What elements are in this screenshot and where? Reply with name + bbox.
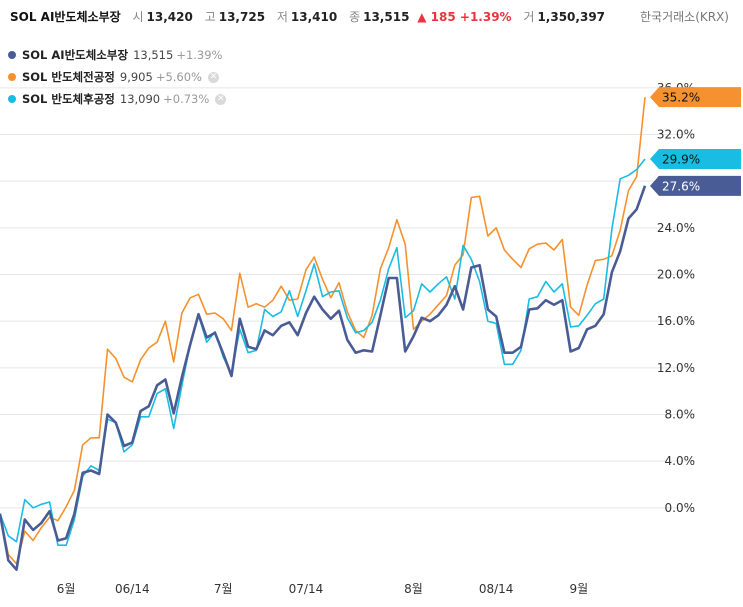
legend-value: 9,905 [119,70,153,84]
change-value: ▲ 185 +1.39% [417,10,512,24]
legend-change: +1.39% [176,48,223,62]
stock-name: SOL AI반도체소부장 [10,10,121,24]
volume-label: 거 [523,10,535,24]
y-tick-label: 8.0% [665,408,696,422]
legend-value: 13,090 [119,92,161,106]
y-tick-label: 16.0% [657,314,695,328]
legend: SOL AI반도체소부장 13,515 +1.39% SOL 반도체전공정 9,… [8,44,227,110]
legend-item-0[interactable]: SOL AI반도체소부장 13,515 +1.39% [8,44,226,66]
x-tick-label: 6월 [57,582,76,596]
y-tick-label: 0.0% [665,501,696,515]
y-tick-label: 20.0% [657,268,695,282]
legend-dot [8,51,16,59]
x-tick-label: 7월 [214,582,233,596]
open-label: 시 [132,10,144,24]
x-tick-label: 08/14 [479,582,514,596]
close-value: 13,515 [363,10,410,24]
series-line [0,185,647,572]
x-tick-label: 06/14 [115,582,150,596]
y-tick-label: 12.0% [657,361,695,375]
high-value: 13,725 [218,10,266,24]
x-tick-label: 9월 [570,582,589,596]
header-bar: SOL AI반도체소부장 시 13,420 고 13,725 저 13,410 종 13… [10,8,735,28]
end-value-flag [650,87,741,108]
close-label: 종 [349,10,361,24]
legend-change: +0.73% [163,92,210,106]
legend-name: SOL 반도체전공정 [22,70,115,84]
y-tick-label: 32.0% [657,128,695,142]
end-value-label: 35.2% [662,91,700,105]
high-label: 고 [204,10,216,24]
y-tick-label: 4.0% [665,454,696,468]
data-source: 한국거래소(KRX) [640,10,729,24]
legend-change: +5.60% [155,70,202,84]
end-value-flag [650,149,741,169]
legend-dot [8,95,16,103]
low-value: 13,410 [290,10,338,24]
legend-dot [8,73,16,81]
low-label: 저 [276,10,288,24]
legend-name: SOL AI반도체소부장 [22,48,129,62]
legend-name: SOL 반도체후공정 [22,92,115,106]
remove-series-icon[interactable]: ✕ [207,71,219,83]
open-value: 13,420 [146,10,193,24]
x-tick-label: 8월 [404,582,423,596]
legend-item-2[interactable]: SOL 반도체후공정 13,090 +0.73% ✕ [8,88,227,110]
y-tick-label: 24.0% [657,221,695,235]
legend-item-1[interactable]: SOL 반도체전공정 9,905 +5.60% ✕ [8,66,226,88]
volume-value: 1,350,397 [537,10,606,24]
end-value-flag [650,175,741,196]
remove-series-icon[interactable]: ✕ [215,93,227,105]
series-line [0,97,646,565]
end-value-label: 27.6% [662,179,700,193]
x-tick-label: 07/14 [289,582,324,596]
series-line [0,158,646,547]
legend-value: 13,515 [133,48,174,62]
end-value-label: 29.9% [662,153,700,167]
